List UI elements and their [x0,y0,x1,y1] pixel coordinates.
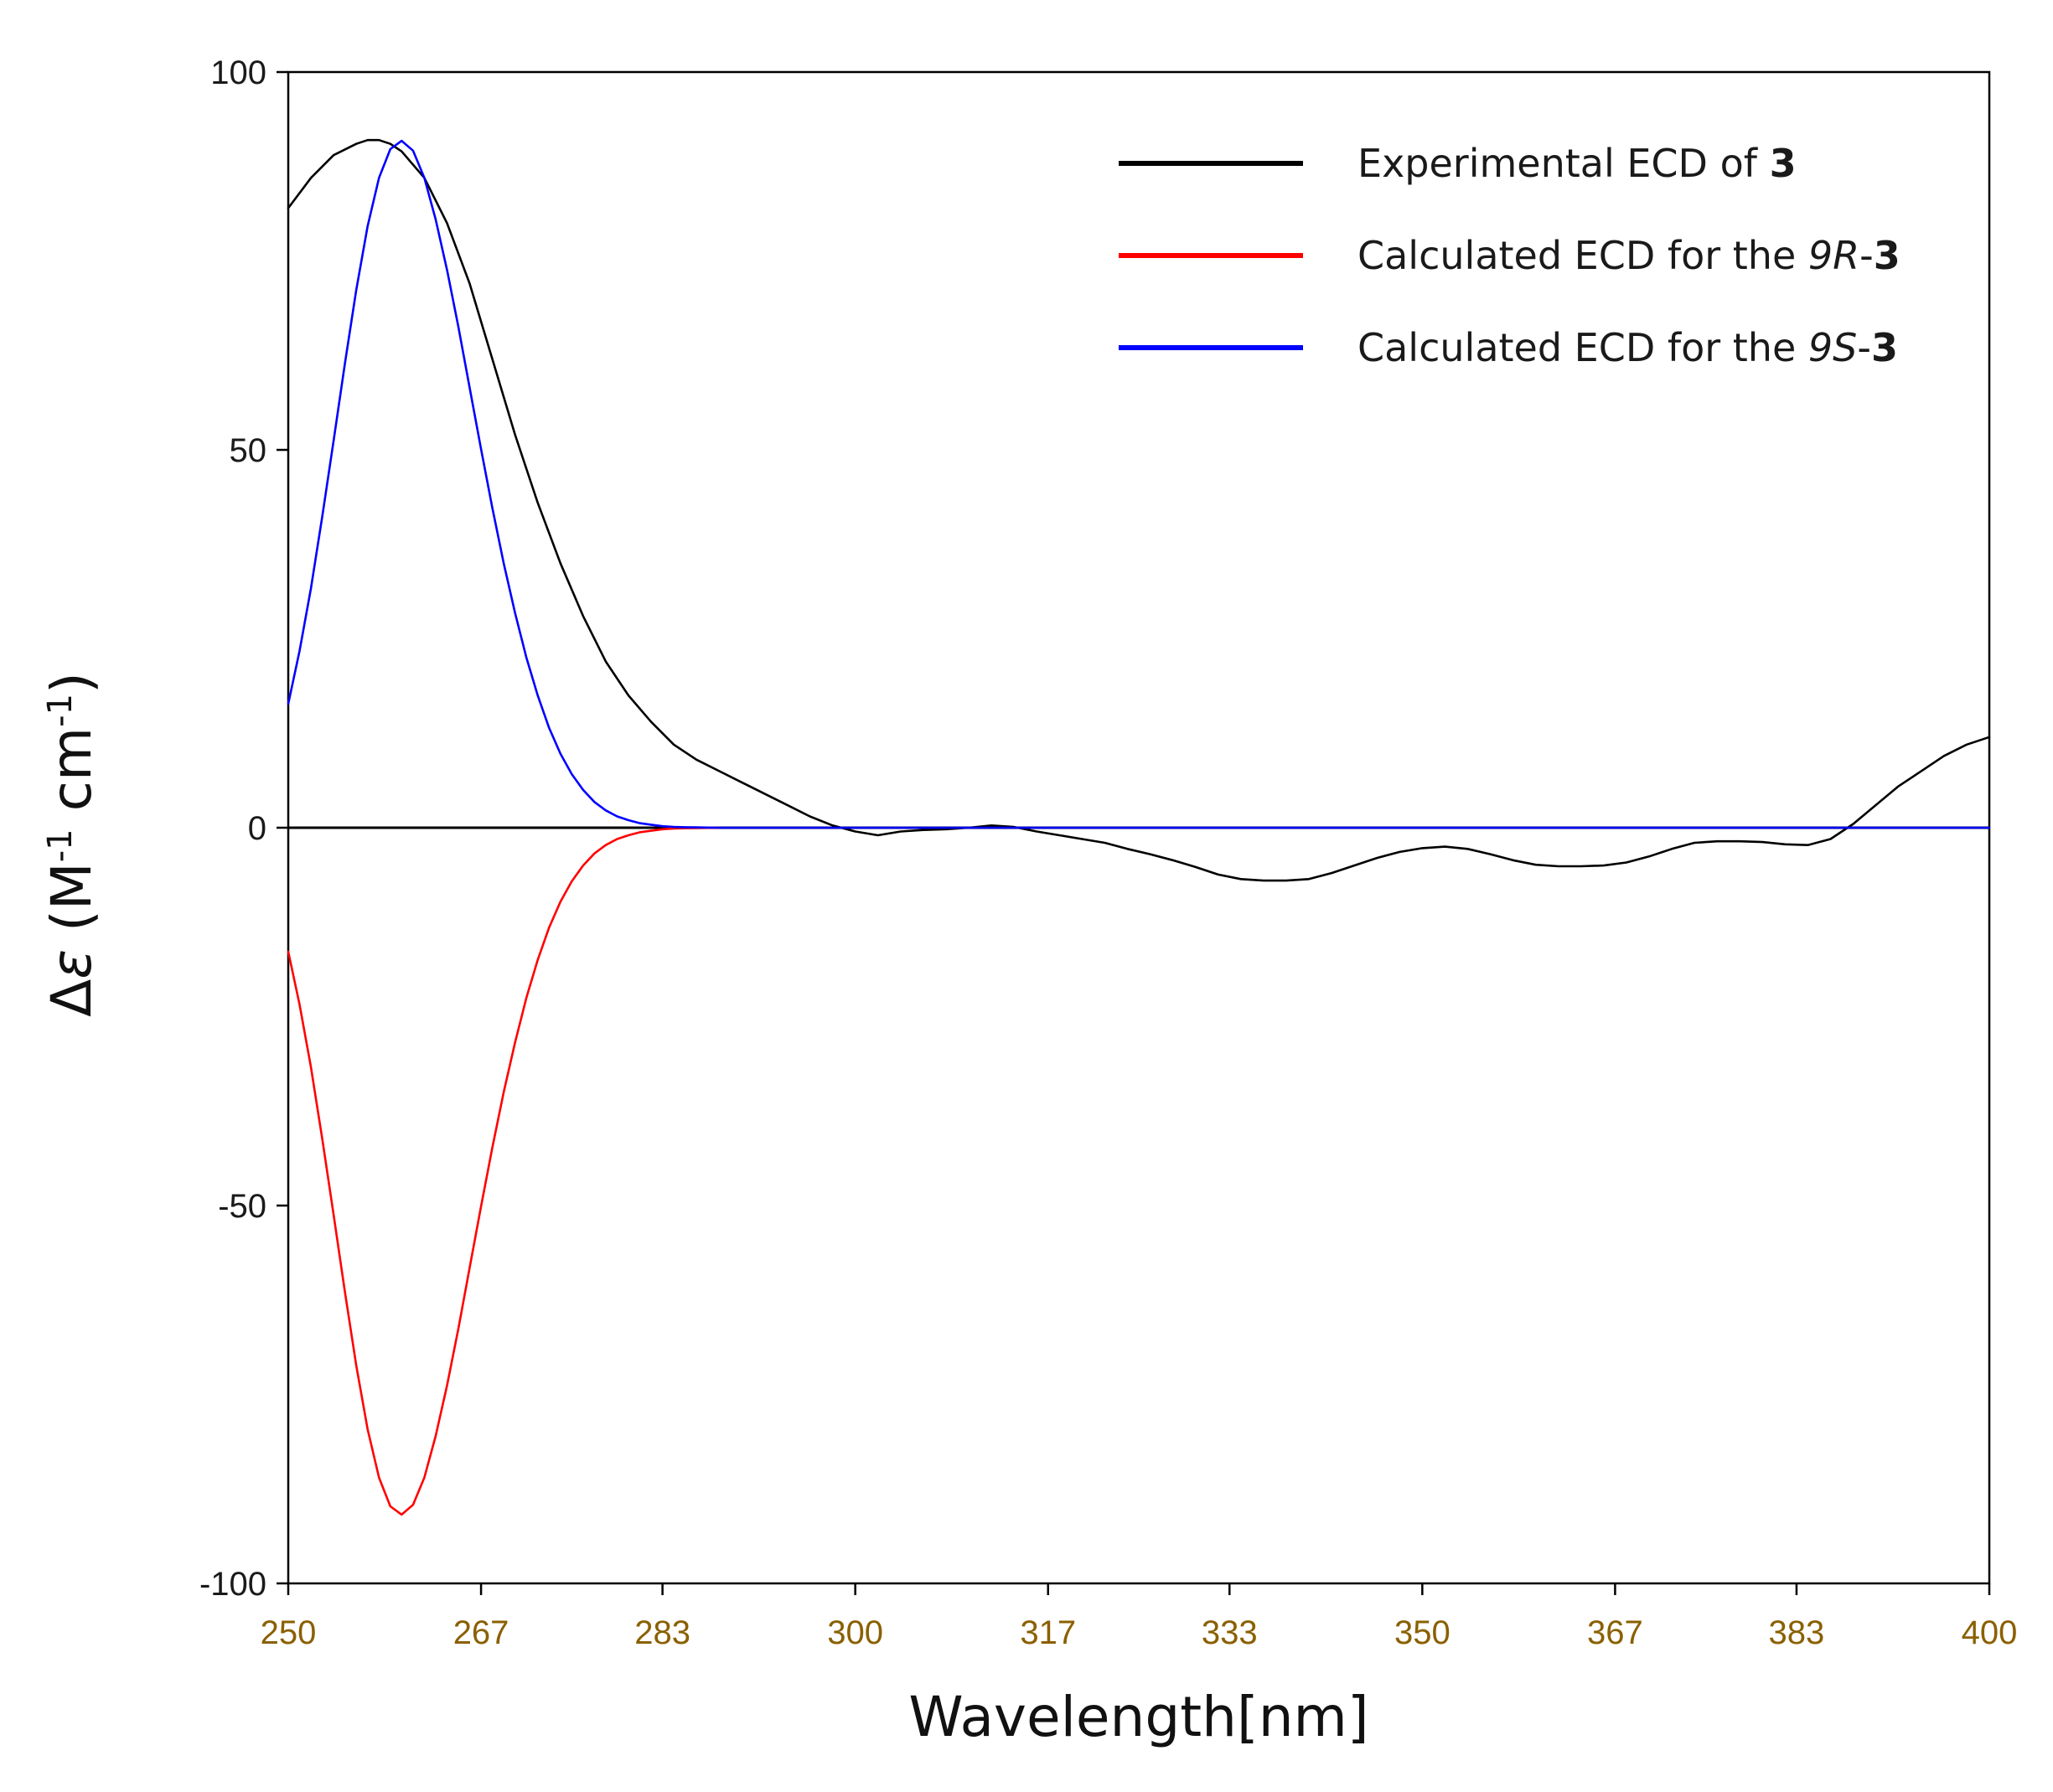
y-axis-title-sup1: -1 [41,829,80,862]
x-tick-label: 400 [1962,1614,2018,1651]
x-tick-label: 267 [453,1614,509,1651]
legend-label-part: Calculated ECD for the [1357,325,1808,370]
legend-label-part: 9R [1808,233,1859,278]
series-line-1 [287,138,1991,882]
legend-label-part: 9S [1808,325,1857,370]
x-axis: 250 267 283 300 317 333 350 367 383 400 [261,1583,2018,1651]
legend-label-part: Experimental ECD of [1357,141,1770,186]
series-line-2 [287,826,721,1516]
x-tick-label: 317 [1020,1614,1076,1651]
x-axis-title: Wavelength[nm] [908,1685,1368,1749]
legend-label-part: 3 [1874,233,1900,278]
y-tick-label: -50 [218,1188,266,1225]
legend-label-part: - [1857,325,1871,370]
x-tick-label: 367 [1587,1614,1643,1651]
x-tick-label: 283 [634,1614,690,1651]
y-axis-title-delta: Δ [39,979,104,1017]
y-tick-label: 100 [210,54,266,91]
x-tick-label: 250 [261,1614,317,1651]
x-tick-label: 300 [827,1614,883,1651]
y-tick-label: -100 [199,1566,266,1603]
y-axis: 100 50 0 -50 -100 [199,54,288,1603]
y-tick-label: 50 [230,432,267,469]
x-tick-label: 333 [1202,1614,1258,1651]
y-axis-title-unit-open: (M [39,862,104,949]
legend-label-part: - [1859,233,1874,278]
y-tick-label: 0 [248,810,266,847]
legend-label: Calculated ECD for the 9R-3 [1357,233,1900,278]
series-group [287,138,1991,1516]
legend-label-part: Calculated ECD for the [1357,233,1808,278]
y-axis-title-epsilon: ε [39,949,104,979]
y-axis-title-unit-mid: cm [39,727,104,829]
x-tick-label: 350 [1394,1614,1451,1651]
x-tick-label: 383 [1769,1614,1825,1651]
legend-label-part: 3 [1770,141,1797,186]
y-axis-title-unit-close: ) [39,672,104,694]
legend-label-part: 3 [1871,325,1898,370]
series-line-3 [287,139,1991,829]
y-axis-title: Δε (M-1 cm-1) [39,672,104,1017]
y-axis-title-sup2: -1 [41,694,80,727]
legend-label: Calculated ECD for the 9S-3 [1357,325,1898,370]
legend-label: Experimental ECD of 3 [1357,141,1797,186]
